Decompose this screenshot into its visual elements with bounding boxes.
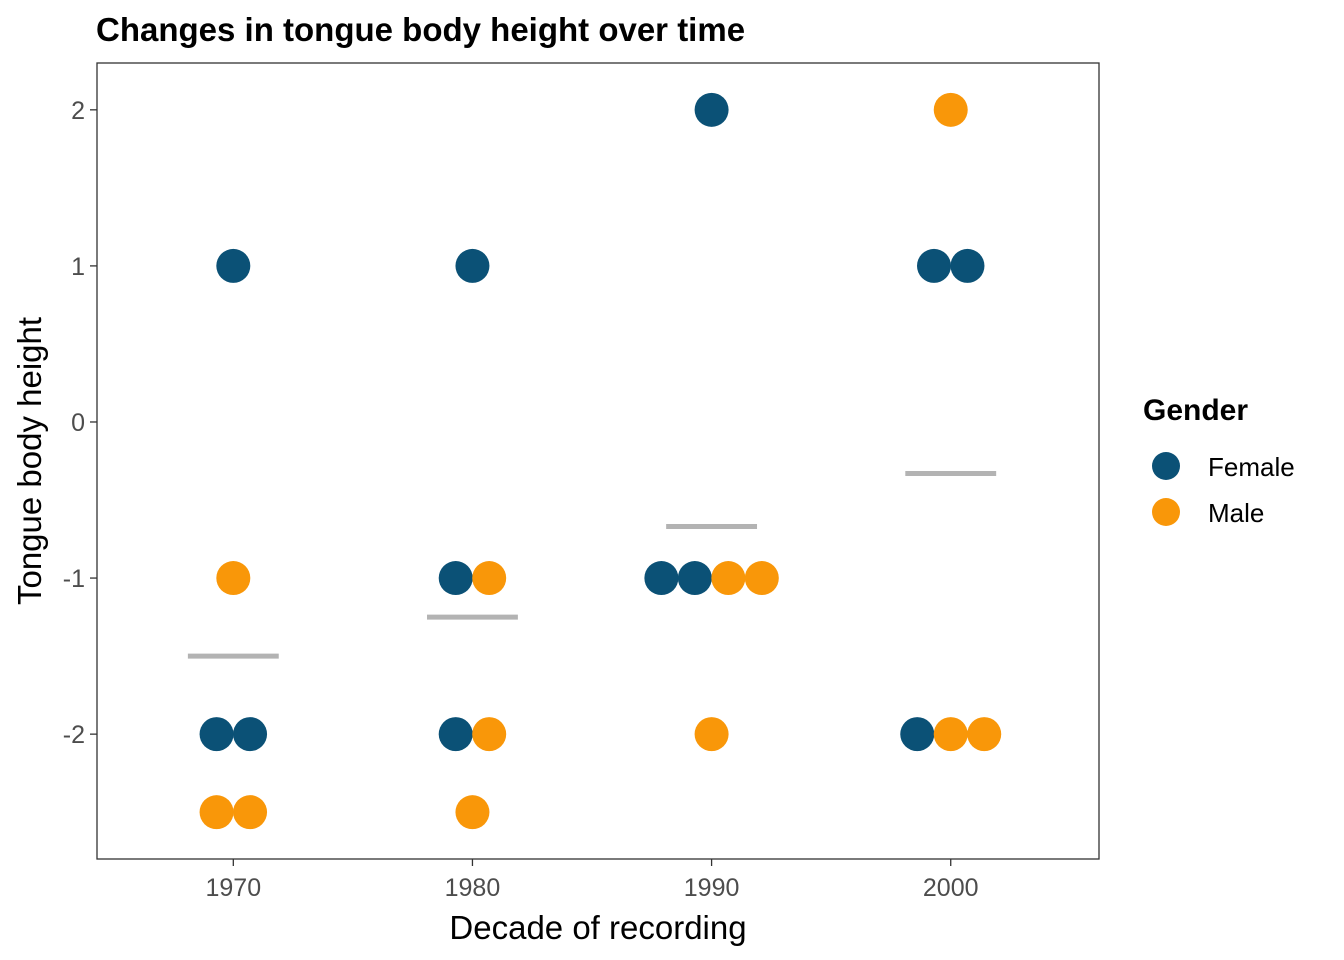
- data-point-female: [216, 248, 251, 283]
- y-tick-label: 1: [71, 253, 85, 281]
- data-point-male: [233, 795, 268, 830]
- x-axis: 1970 1980 1990 2000: [205, 859, 979, 902]
- data-point-male: [967, 717, 1002, 752]
- legend: Gender Female Male: [1143, 394, 1295, 528]
- legend-title: Gender: [1143, 394, 1248, 427]
- data-point-male: [472, 561, 507, 596]
- y-tick-label: 0: [71, 409, 85, 437]
- y-tick-label: -1: [63, 565, 85, 593]
- x-tick-label: 2000: [923, 874, 979, 902]
- data-point-male: [472, 717, 507, 752]
- data-point-female: [950, 248, 985, 283]
- data-point-female: [455, 248, 490, 283]
- data-point-female: [677, 561, 712, 596]
- data-point-male: [744, 561, 779, 596]
- data-point-female: [438, 561, 473, 596]
- legend-key-male: [1152, 498, 1180, 526]
- x-axis-title: Decade of recording: [449, 909, 746, 946]
- data-point-female: [199, 717, 234, 752]
- data-point-male: [933, 92, 968, 127]
- y-tick-label: -2: [63, 721, 85, 749]
- legend-label-female: Female: [1208, 452, 1295, 482]
- legend-key-female: [1152, 452, 1180, 480]
- legend-label-male: Male: [1208, 498, 1264, 528]
- y-tick-label: 2: [71, 97, 85, 125]
- data-point-male: [199, 795, 234, 830]
- data-point-male: [711, 561, 746, 596]
- data-point-male: [455, 795, 490, 830]
- y-axis-title: Tongue body height: [11, 317, 48, 605]
- data-point-male: [216, 561, 251, 596]
- x-tick-label: 1990: [684, 874, 740, 902]
- chart-title: Changes in tongue body height over time: [96, 11, 745, 48]
- data-points: [199, 92, 1002, 830]
- data-point-male: [933, 717, 968, 752]
- data-point-female: [694, 92, 729, 127]
- y-axis: -2 -1 0 1 2: [63, 97, 97, 749]
- x-tick-label: 1970: [205, 874, 261, 902]
- mean-lines: [187, 470, 997, 659]
- data-point-female: [916, 248, 951, 283]
- x-tick-label: 1980: [445, 874, 501, 902]
- data-point-female: [438, 717, 473, 752]
- data-point-female: [900, 717, 935, 752]
- data-point-female: [644, 561, 679, 596]
- data-point-male: [694, 717, 729, 752]
- data-point-female: [233, 717, 268, 752]
